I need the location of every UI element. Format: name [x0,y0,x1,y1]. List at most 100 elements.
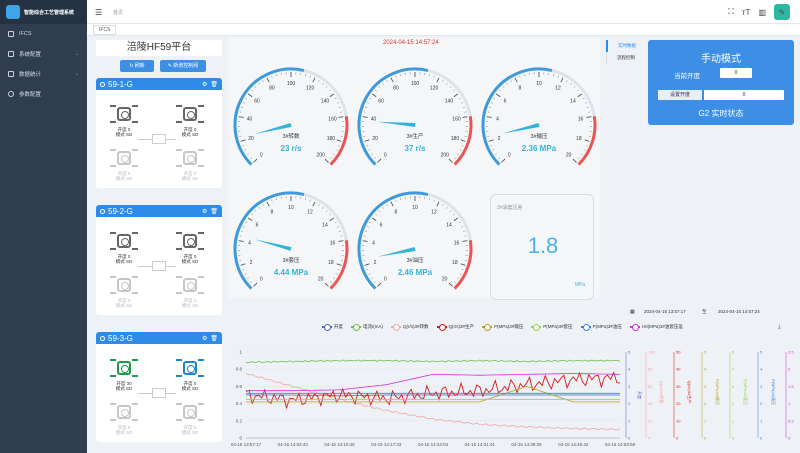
legend-item[interactable]: P(MPa)3#套压 [531,324,573,330]
gauge-tick [337,269,340,271]
x-tick-label: 04-15 14:17:33 [371,442,402,447]
gauge-tick [375,89,377,92]
valve-mode: 模式 SD [181,176,199,181]
axis-tick-label: 1 [732,418,735,423]
gauge-tick [461,226,464,228]
fullscreen-icon[interactable]: ⛶ [728,7,734,16]
set-open-field[interactable]: 0 [704,90,784,100]
valve-icon[interactable] [176,358,204,380]
sidebar-item-statistics[interactable]: 数据统计 ⌄ [0,64,87,84]
gauge-tick-label: 12 [555,86,561,92]
valve-icon[interactable] [110,148,138,170]
nav-realtime-data[interactable]: 实时数据 [606,40,644,52]
well-header[interactable]: 59-1-G ⚙ 🗑 [96,78,222,90]
gauge-tick [495,153,497,155]
legend-item[interactable]: Q(r/s)3#生产 [436,324,474,330]
trash-icon[interactable]: 🗑 [210,81,218,88]
refresh-button[interactable]: ↻ 刷新 [120,60,154,72]
axis-tick-label: 0 [760,436,763,441]
trash-icon[interactable]: 🗑 [210,335,218,342]
axis-tick-label: 2 [732,401,735,406]
tab-ifcs[interactable]: IFCS [93,25,117,35]
start-date[interactable]: 2024-04-15 13:57:17 [644,309,686,314]
gauge-tick [240,263,246,266]
gauge-arc-high [577,116,597,166]
gauge-tick [462,106,465,108]
gauge-tick [242,102,245,104]
valve-icon[interactable] [110,275,138,297]
valve-icon[interactable] [176,148,204,170]
gauge-tick [258,82,260,85]
gauge-tick [322,206,324,209]
gauge-name: 3#转数 [282,134,300,140]
y-tick-label: 0.6 [236,384,243,389]
gauge-tick [586,116,592,118]
current-open-field[interactable]: 0 [720,68,752,78]
gauge-name: 3#输压 [530,134,548,140]
axis-tick-label: 4 [704,367,707,372]
axis-tick-label: 10 [676,418,681,423]
valve-icon[interactable] [110,358,138,380]
gear-icon[interactable]: ⚙ [201,335,208,342]
gauge-tick [557,75,559,78]
text-size-icon[interactable]: ᴛT [741,7,751,17]
axis-label: P(MPa)3#套压 [743,379,749,405]
breadcrumb[interactable]: 首页 [113,10,124,16]
legend-item[interactable]: 开度 [322,324,343,330]
well-header[interactable]: 59-3-G ⚙ 🗑 [96,332,222,344]
legend-item[interactable]: Q(r/s)3#转数 [391,324,429,330]
sidebar-item-system-config[interactable]: 系统配置 ⌄ [0,44,87,64]
gauge-tick-label: 16 [454,240,460,246]
legend-label: H0(MPa)3#油套压差 [641,324,683,329]
valve-opening: 开度 0 [183,127,197,132]
gauge-tick [365,106,368,108]
menu-fold-icon[interactable]: ☰ [95,8,103,17]
valve-icon[interactable] [176,402,204,424]
axis-tick-label: 2 [760,401,763,406]
gauge-tick [362,240,368,242]
well-header[interactable]: 59-2-G ⚙ 🗑 [96,205,222,217]
legend-swatch [351,324,361,330]
trash-icon[interactable]: 🗑 [210,208,218,215]
axis-tick-label: 5 [732,350,735,355]
legend-item[interactable]: P(MPa)3#输压 [482,324,523,330]
layout-icon[interactable]: ▥ [758,7,766,17]
legend-item[interactable]: P(MPa)3#油压 [580,324,622,330]
gauge-tick-label: 40 [371,116,377,122]
pressure-diff-title: 3#油套压差 [497,205,523,211]
avatar[interactable]: ✎ [774,4,790,20]
gauge-tick [271,75,273,78]
download-icon[interactable]: ⤓ [778,324,781,330]
gauge-tick [247,217,253,222]
sidebar-item-params[interactable]: 参数配置 [0,84,87,104]
axis-tick-label: 5 [760,350,763,355]
axis-tick-label: 3 [628,384,631,389]
valve-icon[interactable] [176,231,204,253]
valve-icon[interactable] [110,104,138,126]
valve-icon[interactable] [176,275,204,297]
gear-icon[interactable]: ⚙ [201,81,208,88]
gauge-tick [514,77,518,83]
add-valve-button[interactable]: ✎ 新增控制阀 [160,60,206,72]
legend-item[interactable]: 电流I(mA) [351,324,383,330]
nav-flow-control[interactable]: 流程控制 [606,52,644,64]
gauge-tick [449,86,452,88]
axis-tick-label: 3 [760,384,763,389]
gauge-tick [238,116,244,118]
date-range-picker[interactable]: ▦ 2024-04-15 13:57:17 至 2024-04-15 14:57… [628,307,794,317]
gauge-tick-label: 8 [519,86,522,92]
x-tick-label: 04-15 14:24:04 [418,442,449,447]
axis-tick-label: 2 [788,367,791,372]
valve-icon[interactable] [110,402,138,424]
legend-label: P(MPa)3#套压 [543,324,573,329]
legend-item[interactable]: H0(MPa)3#油套压差 [629,324,683,330]
gear-icon[interactable]: ⚙ [201,208,208,215]
valve-icon[interactable] [176,104,204,126]
end-date[interactable]: 2024-04-15 14:57:24 [718,309,760,314]
gauge-tick-label: 100 [287,81,296,87]
pipe-line [166,393,176,394]
sidebar-item-ifcs[interactable]: IFCS [0,24,87,44]
gauge-tick [458,221,461,224]
valve-icon[interactable] [110,231,138,253]
gauge-tick [266,77,270,83]
